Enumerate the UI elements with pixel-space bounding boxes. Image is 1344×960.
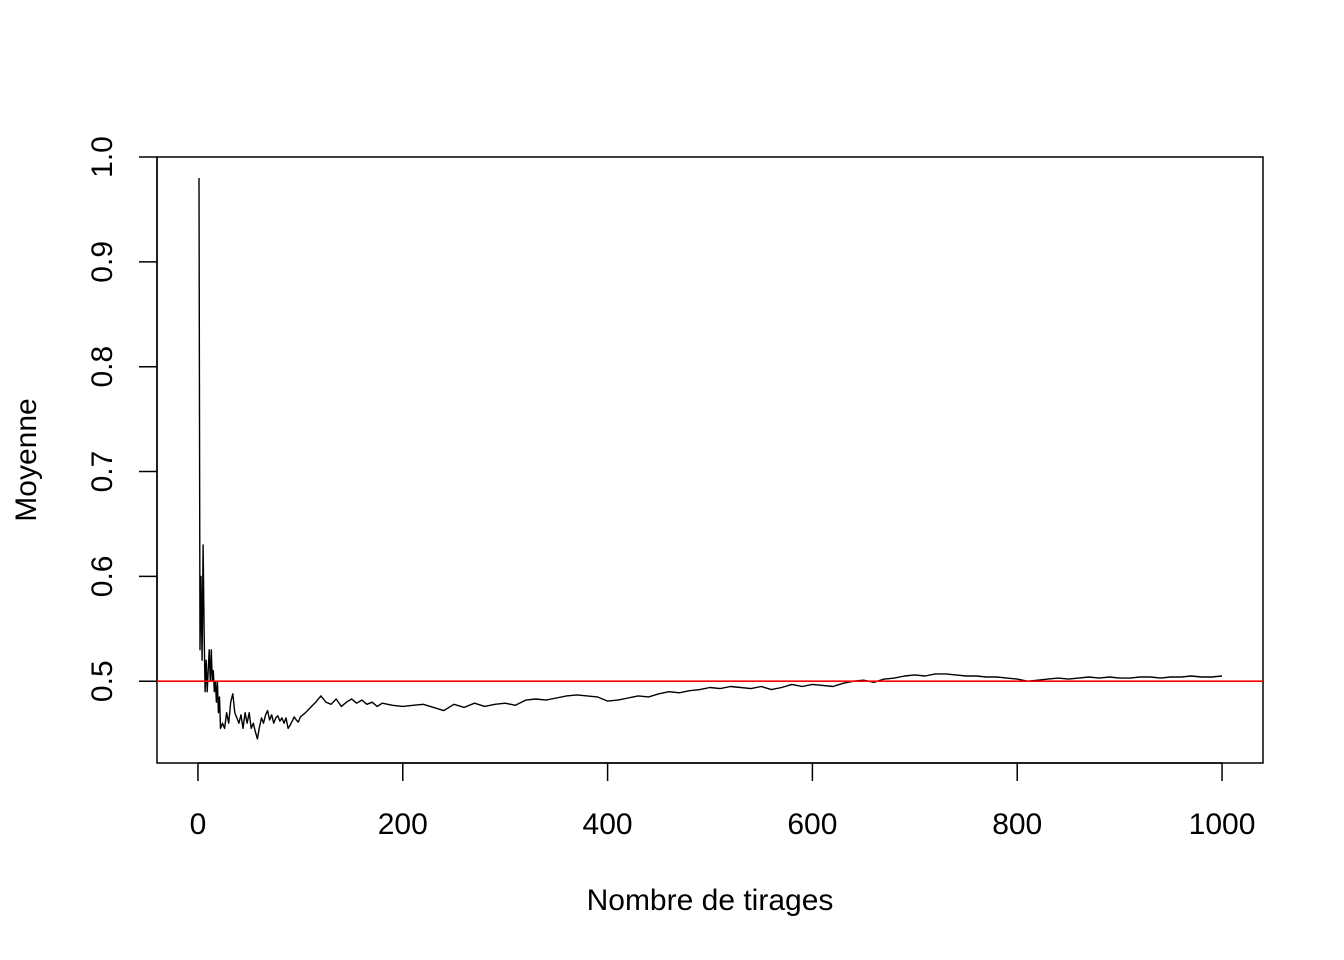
y-tick-label: 0.8 [86, 346, 119, 388]
x-tick-label: 800 [992, 808, 1042, 841]
x-tick-label: 600 [787, 808, 837, 841]
x-tick-label: 200 [378, 808, 428, 841]
y-tick-label: 1.0 [86, 136, 119, 178]
plot-area-border [156, 156, 1264, 764]
x-tick-label: 1000 [1189, 808, 1256, 841]
y-tick-label: 0.7 [86, 451, 119, 493]
x-tick-label: 0 [190, 808, 207, 841]
series-layer [157, 177, 1263, 740]
y-tick-label: 0.9 [86, 241, 119, 283]
y-axis: 0.5 0.6 0.7 0.8 0.9 1.0 [86, 136, 158, 702]
x-tick-label: 400 [583, 808, 633, 841]
y-axis-label: Moyenne [10, 398, 43, 521]
y-tick-label: 0.5 [86, 660, 119, 702]
y-tick-label: 0.6 [86, 556, 119, 598]
x-axis-label: Nombre de tirages [587, 884, 834, 917]
series-line [198, 177, 1223, 740]
x-axis: 0 200 400 600 800 1000 [190, 762, 1256, 841]
